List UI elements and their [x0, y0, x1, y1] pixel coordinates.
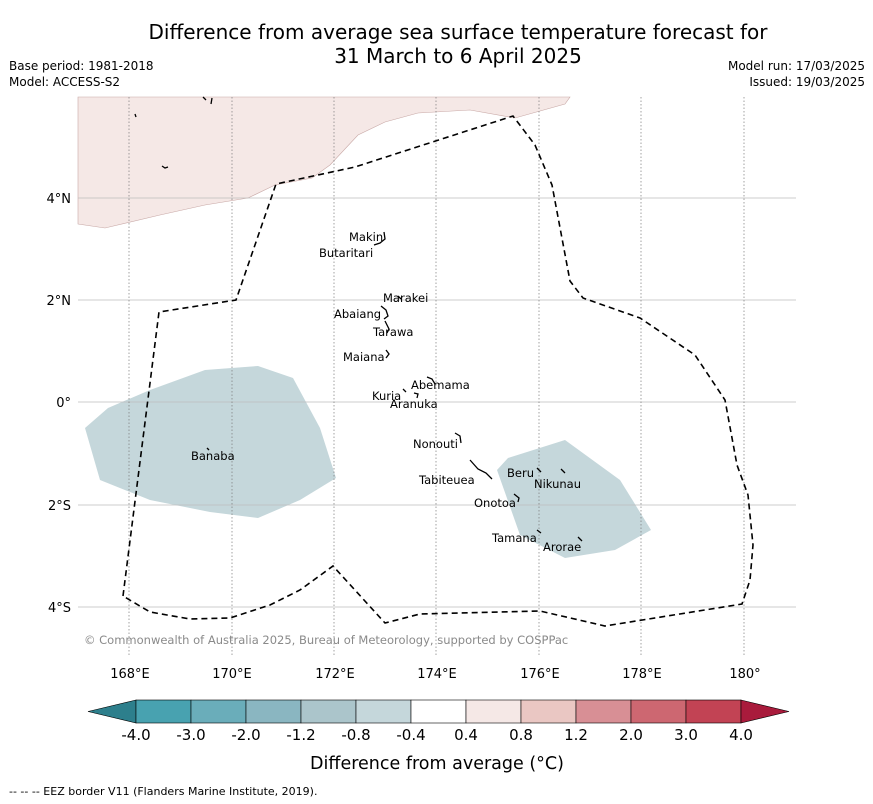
colorbar-tick-label: -4.0	[121, 726, 150, 744]
lat-tick-label: 0°	[56, 396, 71, 411]
lon-tick-label: 168°E	[110, 667, 150, 682]
colorbar-tick-label: 0.8	[509, 726, 533, 744]
place-label-marakei: Marakei	[383, 291, 428, 305]
place-label-arorae: Arorae	[543, 540, 581, 554]
colorbar-segment	[410, 699, 467, 724]
cool-anomaly-region-east	[497, 440, 651, 558]
colorbar-extend-high	[740, 699, 790, 724]
place-label-aranuka: Aranuka	[390, 397, 438, 411]
place-label-beru: Beru	[507, 466, 534, 480]
lon-tick-label: 170°E	[212, 667, 252, 682]
colorbar-tick-label: 2.0	[619, 726, 643, 744]
colorbar-segment	[685, 699, 742, 724]
place-label-kuria: Kuria	[372, 389, 401, 403]
colorbar-segment	[630, 699, 687, 724]
colorbar-tick-label: -3.0	[176, 726, 205, 744]
page-title: Difference from average sea surface temp…	[0, 20, 873, 68]
meta-right: Model run: 17/03/2025 Issued: 19/03/2025	[728, 58, 865, 90]
colorbar-segment	[575, 699, 632, 724]
lon-tick-label: 180°	[729, 667, 760, 682]
colorbar-tick-label: -0.4	[396, 726, 425, 744]
colorbar-label: Difference from average (°C)	[310, 754, 564, 774]
colorbar	[87, 699, 790, 724]
place-labels: Makin Butaritari Marakei Abaiang Tarawa …	[191, 230, 581, 554]
lon-tick-label: 174°E	[417, 667, 457, 682]
issued-date: Issued: 19/03/2025	[749, 75, 865, 89]
lat-tick-label: 2°S	[48, 499, 71, 514]
colorbar-tick-labels: -4.0 -3.0 -2.0 -1.2 -0.8 -0.4 0.4 0.8 1.2 2.0 3.0 4…	[121, 726, 753, 744]
place-label-tarawa: Tarawa	[372, 325, 413, 339]
meta-left: Base period: 1981-2018 Model: ACCESS-S2	[9, 58, 154, 90]
lat-tick-labels: 4°N 2°N 0° 2°S 4°S	[47, 192, 72, 616]
colorbar-tick-label: -0.8	[341, 726, 370, 744]
title-line-1: Difference from average sea surface temp…	[148, 20, 768, 44]
eez-border	[122, 115, 754, 627]
colorbar-extend-low	[87, 699, 137, 724]
colorbar-segment	[190, 699, 247, 724]
colorbar-tick-label: -1.2	[286, 726, 315, 744]
lon-tick-labels: 168°E 170°E 172°E 174°E 176°E 178°E 180°	[110, 667, 760, 682]
colorbar-tick-label: -2.0	[231, 726, 260, 744]
place-label-butaritari: Butaritari	[319, 246, 373, 260]
place-label-banaba: Banaba	[191, 449, 235, 463]
island-shapes	[134, 96, 583, 542]
colorbar-segment	[300, 699, 357, 724]
place-label-nonouti: Nonouti	[413, 437, 458, 451]
place-label-onotoa: Onotoa	[474, 496, 516, 510]
lat-tick-label: 4°N	[47, 192, 72, 207]
place-label-makin: Makin	[349, 230, 383, 244]
place-label-abemama: Abemama	[411, 378, 470, 392]
place-label-nikunau: Nikunau	[534, 477, 581, 491]
colorbar-tick-label: 3.0	[674, 726, 698, 744]
colorbar-segment	[245, 699, 302, 724]
place-label-maiana: Maiana	[343, 350, 385, 364]
base-period: Base period: 1981-2018	[9, 59, 154, 73]
place-label-abaiang: Abaiang	[334, 307, 381, 321]
place-label-tabiteuea: Tabiteuea	[418, 473, 475, 487]
lon-tick-label: 176°E	[520, 667, 560, 682]
warm-anomaly-region	[77, 96, 571, 229]
lat-gridlines	[78, 197, 796, 608]
eez-legend: -- -- -- EEZ border V11 (Flanders Marine…	[9, 785, 318, 798]
colorbar-segment	[465, 699, 522, 724]
colorbar-segment	[355, 699, 412, 724]
copyright-note: © Commonwealth of Australia 2025, Bureau…	[84, 633, 568, 647]
cool-anomaly-region-west	[85, 366, 336, 518]
lat-tick-label: 4°S	[48, 601, 71, 616]
lat-tick-label: 2°N	[47, 294, 72, 309]
place-label-tamana: Tamana	[491, 531, 537, 545]
colorbar-tick-label: 4.0	[729, 726, 753, 744]
model-run: Model run: 17/03/2025	[727, 59, 865, 73]
colorbar-tick-label: 1.2	[564, 726, 588, 744]
model-name: Model: ACCESS-S2	[9, 75, 121, 89]
colorbar-segment	[520, 699, 577, 724]
title-line-2: 31 March to 6 April 2025	[334, 44, 582, 68]
lon-tick-label: 172°E	[315, 667, 355, 682]
lon-tick-label: 178°E	[622, 667, 662, 682]
colorbar-tick-label: 0.4	[454, 726, 478, 744]
colorbar-segment	[135, 699, 192, 724]
